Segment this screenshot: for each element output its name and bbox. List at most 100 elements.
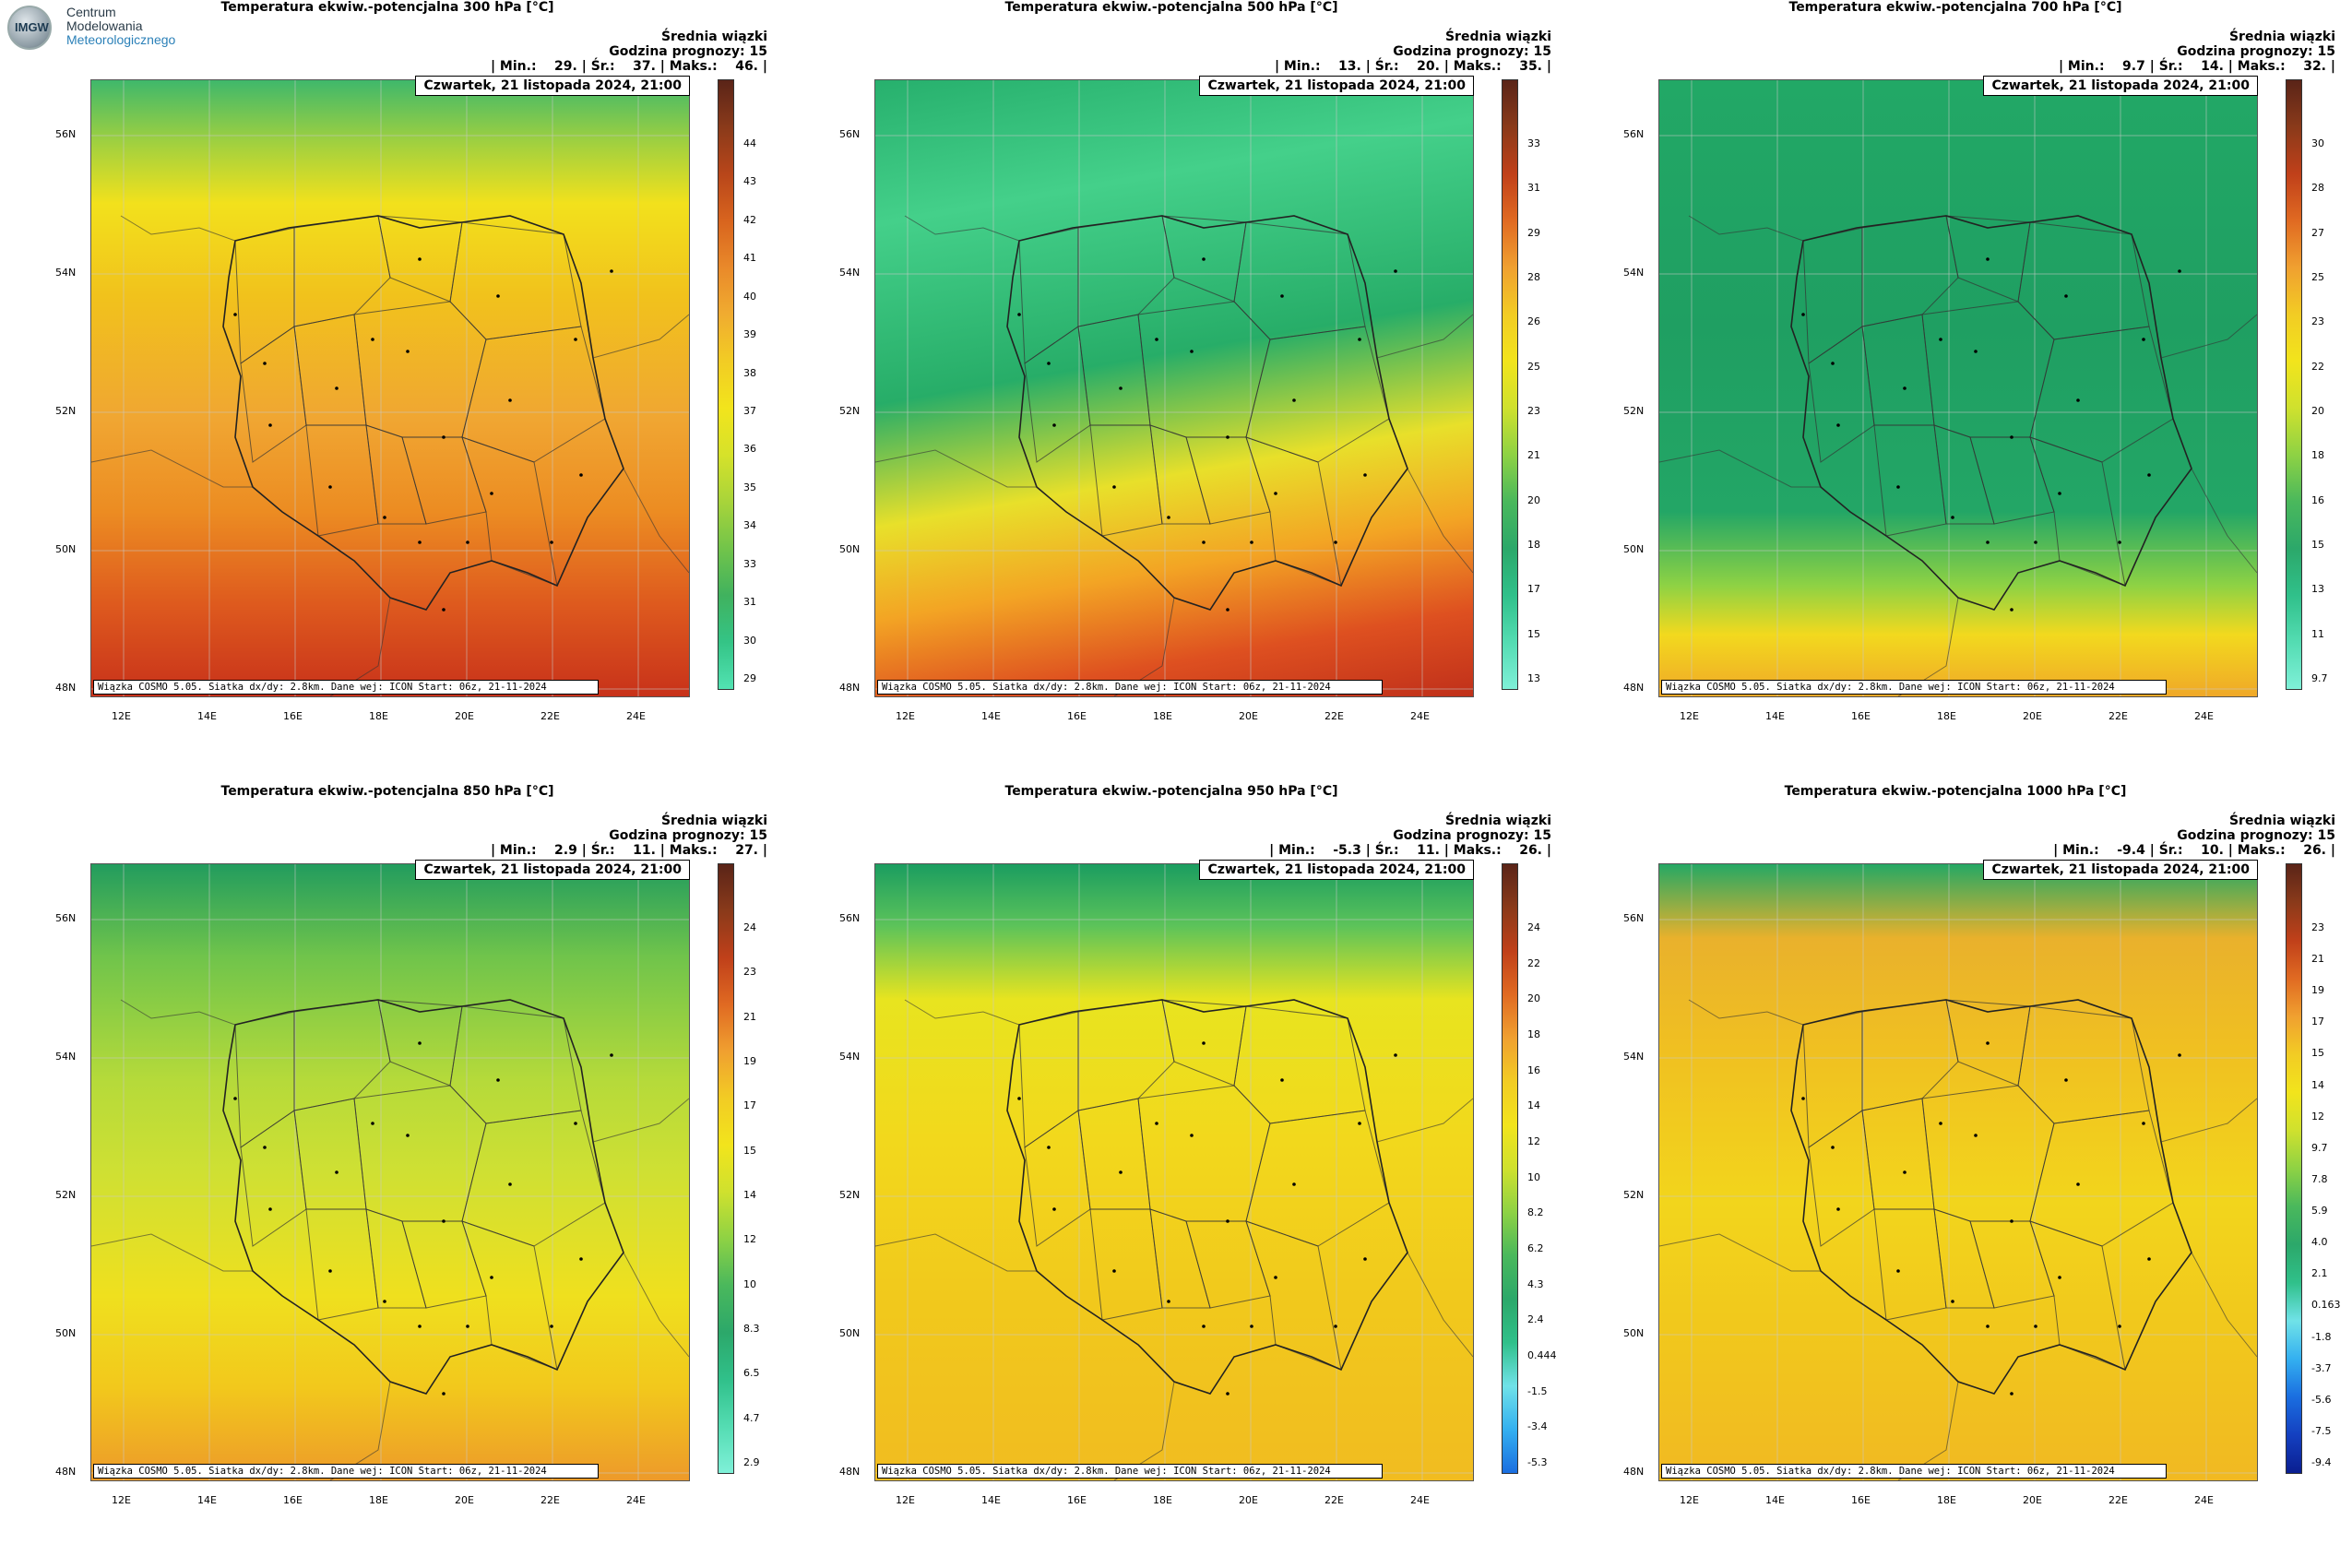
imgw-logo: IMGW Centrum Modelowania Meteorologiczne… xyxy=(6,4,190,52)
valid-date: Czwartek, 21 listopada 2024, 21:00 xyxy=(1199,860,1474,880)
stats-values: | Min.: 13. | Śr.: 20. | Maks.: 35. | xyxy=(1274,59,1551,74)
map-panel: Temperatura ekwiw.-potencjalna 500 hPa [… xyxy=(784,0,1559,766)
latitude-label: 48N xyxy=(55,682,77,694)
map-overlay xyxy=(91,80,689,696)
latitude-label: 54N xyxy=(1623,267,1645,279)
longitude-label: 20E xyxy=(455,1494,474,1506)
colorbar-label: 14 xyxy=(1527,1099,1540,1112)
longitude-label: 16E xyxy=(1851,1494,1871,1506)
colorbar-label: 30 xyxy=(2311,137,2324,149)
map-area: Wiązka COSMO 5.05. Siatka dx/dy: 2.8km. … xyxy=(874,863,1474,1481)
map-panel: Temperatura ekwiw.-potencjalna 700 hPa [… xyxy=(1568,0,2343,766)
colorbar-label: 18 xyxy=(2311,449,2324,462)
longitude-label: 20E xyxy=(1239,710,1258,722)
colorbar-label: 6.5 xyxy=(743,1367,760,1380)
colorbar-label: 31 xyxy=(1527,182,1540,195)
colorbar-label: 21 xyxy=(743,1010,756,1023)
longitude-label: 22E xyxy=(2108,1494,2128,1506)
colorbar-label: 7.8 xyxy=(2311,1172,2328,1185)
latitude-label: 50N xyxy=(1623,1327,1645,1339)
stats-header: Średnia wiązki xyxy=(1444,814,1551,828)
model-footer: Wiązka COSMO 5.05. Siatka dx/dy: 2.8km. … xyxy=(93,1464,599,1479)
longitude-label: 18E xyxy=(1937,1494,1956,1506)
longitude-label: 12E xyxy=(1680,710,1699,722)
latitude-label: 48N xyxy=(1623,682,1645,694)
latitude-label: 54N xyxy=(55,1051,77,1063)
colorbar-label: 35 xyxy=(743,481,756,493)
latitude-label: 52N xyxy=(55,1189,77,1201)
colorbar-label: 28 xyxy=(1527,271,1540,283)
latitude-label: 56N xyxy=(1623,128,1645,140)
colorbar-label: 5.9 xyxy=(2311,1205,2328,1218)
colorbar-label: 23 xyxy=(2311,921,2324,933)
stats-box: Średnia wiązki Godzina prognozy: 15 | Min.… xyxy=(2053,814,2335,858)
model-footer: Wiązka COSMO 5.05. Siatka dx/dy: 2.8km. … xyxy=(877,680,1383,695)
stats-values: | Min.: 2.9 | Śr.: 11. | Maks.: 27. | xyxy=(490,843,767,858)
map-area: Wiązka COSMO 5.05. Siatka dx/dy: 2.8km. … xyxy=(90,863,690,1481)
map-panel: Temperatura ekwiw.-potencjalna 300 hPa [… xyxy=(0,0,775,766)
longitude-label: 22E xyxy=(1324,1494,1344,1506)
colorbar-label: 44 xyxy=(743,137,756,149)
colorbar-label: 23 xyxy=(743,966,756,979)
stats-header: Średnia wiązki xyxy=(2228,30,2335,44)
colorbar-label: 16 xyxy=(1527,1063,1540,1076)
colorbar-label: 4.7 xyxy=(743,1411,760,1424)
latitude-label: 54N xyxy=(55,267,77,279)
longitude-label: 16E xyxy=(283,1494,303,1506)
longitude-label: 24E xyxy=(626,1494,646,1506)
longitude-label: 14E xyxy=(197,710,217,722)
longitude-label: 24E xyxy=(1410,1494,1430,1506)
stats-box: Średnia wiązki Godzina prognozy: 15 | Min.… xyxy=(2059,30,2335,74)
colorbar-label: 15 xyxy=(743,1144,756,1157)
longitude-label: 16E xyxy=(1851,710,1871,722)
latitude-label: 52N xyxy=(1623,405,1645,417)
latitude-label: 50N xyxy=(1623,543,1645,555)
colorbar-label: -9.4 xyxy=(2311,1456,2332,1468)
map-overlay xyxy=(1659,80,2257,696)
colorbar-label: 41 xyxy=(743,252,756,265)
longitude-label: 24E xyxy=(1410,710,1430,722)
longitude-label: 12E xyxy=(1680,1494,1699,1506)
panel-title: Temperatura ekwiw.-potencjalna 950 hPa [… xyxy=(1004,784,1338,799)
latitude-label: 54N xyxy=(1623,1051,1645,1063)
colorbar-label: 17 xyxy=(2311,1016,2324,1028)
colorbar-label: 13 xyxy=(1527,672,1540,684)
latitude-label: 50N xyxy=(55,543,77,555)
forecast-hour: Godzina prognozy: 15 xyxy=(2177,44,2335,59)
latitude-label: 56N xyxy=(839,128,861,140)
colorbar-label: 40 xyxy=(743,290,756,303)
longitude-label: 14E xyxy=(981,1494,1001,1506)
valid-date: Czwartek, 21 listopada 2024, 21:00 xyxy=(415,860,690,880)
colorbar-label: 0.163 xyxy=(2311,1299,2341,1312)
model-footer: Wiązka COSMO 5.05. Siatka dx/dy: 2.8km. … xyxy=(877,1464,1383,1479)
panel-title: Temperatura ekwiw.-potencjalna 700 hPa [… xyxy=(1788,0,2122,15)
longitude-label: 22E xyxy=(540,710,560,722)
colorbar-label: 2.9 xyxy=(743,1456,760,1468)
longitude-label: 22E xyxy=(1324,710,1344,722)
latitude-label: 48N xyxy=(1623,1466,1645,1478)
longitude-label: 24E xyxy=(2194,1494,2214,1506)
colorbar-label: 31 xyxy=(743,596,756,609)
colorbar-label: -3.4 xyxy=(1527,1420,1548,1433)
map-overlay xyxy=(1659,864,2257,1480)
logo-line3: Meteorologicznego xyxy=(66,32,176,47)
colorbar xyxy=(1502,863,1518,1474)
latitude-label: 48N xyxy=(839,1466,861,1478)
stats-header: Średnia wiązki xyxy=(1444,30,1551,44)
colorbar-label: 39 xyxy=(743,328,756,341)
latitude-label: 50N xyxy=(55,1327,77,1339)
colorbar-label: 4.0 xyxy=(2311,1236,2328,1249)
colorbar-label: 36 xyxy=(743,443,756,456)
colorbar-label: -5.3 xyxy=(1527,1456,1548,1468)
longitude-label: 20E xyxy=(455,710,474,722)
longitude-label: 18E xyxy=(1937,710,1956,722)
colorbar-label: 15 xyxy=(2311,1047,2324,1060)
forecast-hour: Godzina prognozy: 15 xyxy=(2177,828,2335,843)
longitude-label: 16E xyxy=(1067,1494,1087,1506)
longitude-label: 18E xyxy=(369,1494,388,1506)
colorbar-label: 10 xyxy=(743,1277,756,1290)
colorbar-label: 21 xyxy=(2311,953,2324,966)
map-panel: Temperatura ekwiw.-potencjalna 1000 hPa … xyxy=(1568,784,2343,1550)
colorbar-label: 27 xyxy=(2311,226,2324,239)
colorbar-label: 24 xyxy=(743,921,756,933)
